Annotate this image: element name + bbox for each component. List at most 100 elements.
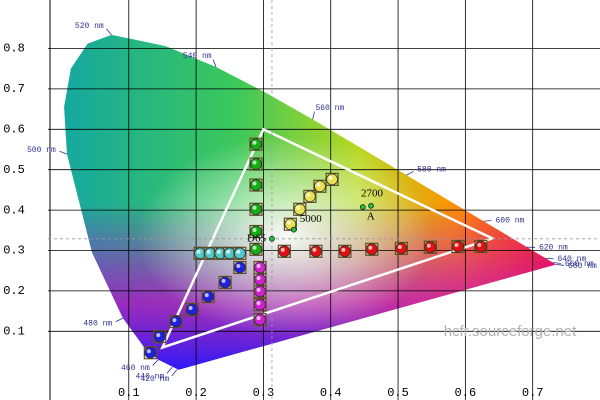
y-tick-label: 0.8 bbox=[3, 42, 25, 56]
target-square bbox=[277, 244, 291, 258]
measured-point bbox=[250, 243, 262, 256]
point-highlight bbox=[477, 242, 482, 247]
point-highlight bbox=[204, 293, 209, 298]
point-highlight bbox=[397, 244, 402, 249]
point-highlight bbox=[226, 249, 231, 254]
wavelength-tick bbox=[59, 150, 68, 155]
y-tick-label: 0.7 bbox=[3, 82, 25, 96]
watermark: hcfr.sourceforge.net bbox=[444, 323, 577, 340]
target-square bbox=[313, 179, 327, 193]
x-tick-label: 0.1 bbox=[118, 386, 140, 400]
point-highlight bbox=[252, 140, 257, 145]
measured-point bbox=[144, 346, 157, 359]
wavelength-label: 440 nm bbox=[135, 372, 164, 381]
measured-point bbox=[250, 179, 262, 191]
wavelength-tick bbox=[312, 111, 315, 120]
target-square bbox=[474, 239, 488, 254]
x-tick-label: 0.5 bbox=[387, 386, 409, 400]
white-point bbox=[269, 235, 275, 242]
measured-point bbox=[254, 298, 266, 311]
x-tick-label: 0.2 bbox=[185, 386, 207, 400]
point-highlight bbox=[252, 181, 257, 186]
target-square bbox=[253, 312, 267, 327]
measured-point bbox=[424, 241, 437, 254]
measured-point bbox=[202, 290, 215, 303]
target-square bbox=[253, 284, 267, 298]
point-highlight bbox=[368, 245, 373, 250]
target-square bbox=[233, 260, 247, 275]
target-square bbox=[423, 240, 437, 254]
wavelength-label: 420 nm bbox=[140, 375, 169, 384]
target-square bbox=[303, 189, 317, 203]
wavelength-tick bbox=[212, 59, 217, 68]
measured-point bbox=[170, 315, 182, 328]
measured-point bbox=[233, 261, 246, 274]
measured-point bbox=[250, 203, 262, 216]
wavelength-label: 480 nm bbox=[83, 320, 112, 329]
wavelength-label: 660 nm bbox=[565, 260, 594, 269]
measured-point bbox=[233, 247, 246, 260]
point-highlight bbox=[236, 249, 241, 254]
wavelength-label: 500 nm bbox=[27, 146, 56, 155]
measured-point bbox=[326, 173, 338, 186]
x-tick-label: 0.6 bbox=[455, 386, 477, 400]
target-square bbox=[249, 157, 263, 171]
point-highlight bbox=[221, 278, 226, 283]
target-square bbox=[143, 346, 157, 360]
target-square bbox=[309, 244, 323, 258]
target-square bbox=[169, 315, 183, 329]
point-highlight bbox=[280, 247, 285, 252]
target-square bbox=[249, 242, 263, 256]
measured-point bbox=[365, 243, 378, 256]
wavelength-tick bbox=[152, 359, 159, 366]
y-tick-label: 0.5 bbox=[3, 163, 25, 177]
wavelength-label: 640 nm bbox=[557, 255, 586, 264]
measured-point bbox=[278, 245, 291, 258]
measured-point bbox=[254, 313, 266, 326]
wavelength-label: 580 nm bbox=[417, 166, 446, 175]
wavelength-tick bbox=[166, 367, 173, 374]
point-highlight bbox=[296, 205, 301, 210]
x-tick-label: 0.7 bbox=[522, 386, 544, 400]
wavelength-label: 540 nm bbox=[183, 52, 212, 61]
point-highlight bbox=[341, 247, 346, 252]
wavelength-tick bbox=[106, 28, 112, 36]
point-highlight bbox=[146, 349, 151, 354]
y-tick-label: 0.2 bbox=[3, 284, 25, 298]
white-point-label: 2700 bbox=[361, 187, 384, 199]
measured-point bbox=[395, 242, 408, 255]
wavelength-tick bbox=[483, 220, 492, 222]
wavelength-tick bbox=[115, 317, 124, 323]
target-square bbox=[325, 172, 339, 186]
target-square bbox=[338, 244, 352, 258]
point-highlight bbox=[454, 242, 459, 247]
wavelength-tick bbox=[406, 171, 414, 176]
y-tick-label: 0.6 bbox=[3, 122, 25, 136]
point-highlight bbox=[286, 220, 291, 225]
wavelength-tick bbox=[545, 257, 554, 260]
point-highlight bbox=[256, 316, 261, 321]
point-highlight bbox=[252, 245, 257, 250]
measured-point bbox=[250, 158, 262, 170]
target-square bbox=[249, 224, 263, 239]
measured-point bbox=[254, 261, 266, 274]
point-highlight bbox=[252, 228, 257, 233]
target-square bbox=[293, 202, 307, 216]
reference-gamut bbox=[160, 127, 496, 350]
target-square bbox=[451, 239, 465, 254]
measured-point bbox=[250, 138, 262, 151]
target-square bbox=[153, 329, 167, 344]
measured-point bbox=[314, 180, 326, 193]
x-tick-label: 0.3 bbox=[253, 386, 275, 400]
point-highlight bbox=[256, 301, 261, 306]
measured-point bbox=[310, 245, 322, 258]
target-square bbox=[185, 302, 199, 317]
measured-point bbox=[452, 240, 464, 253]
point-highlight bbox=[316, 182, 321, 187]
wavelength-label: 620 nm bbox=[539, 244, 568, 253]
point-highlight bbox=[196, 249, 201, 254]
point-highlight bbox=[328, 175, 333, 180]
white-point-label: 5000 bbox=[300, 213, 323, 225]
point-highlight bbox=[256, 287, 261, 292]
target-square bbox=[201, 289, 215, 304]
